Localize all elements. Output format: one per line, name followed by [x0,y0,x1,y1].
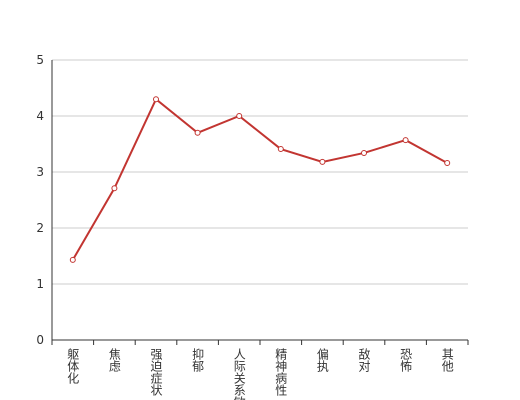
point [69,256,76,263]
y-tick-label: 2 [36,221,44,235]
x-tick-label: 躯体化 [66,347,80,385]
x-tick-label: 精神病性 [274,348,288,397]
point [111,185,118,192]
x-tick-label: 恐怖 [399,348,413,372]
y-tick-label: 1 [36,277,44,291]
x-tick-label: 强迫症状 [149,348,163,396]
x-tick-label: 焦虑 [107,348,121,372]
point [319,158,326,165]
x-tick-label: 人际关系敏感 [232,348,246,400]
point [153,96,159,103]
y-tick-label: 3 [36,165,44,179]
y-tick-label: 4 [36,109,44,123]
y-tick-label: 5 [36,53,44,67]
x-tick-label: 偏执 [315,347,329,373]
point [361,149,367,156]
y-tick-label: 0 [36,333,44,347]
x-tick-label: 抑郁 [191,347,205,373]
point [194,129,201,136]
x-tick-label: 敌对 [357,347,371,372]
x-tick-label: 其他 [440,348,454,372]
point [236,113,243,119]
line [71,97,448,261]
point [444,160,451,167]
point [402,137,409,144]
point [277,146,284,153]
